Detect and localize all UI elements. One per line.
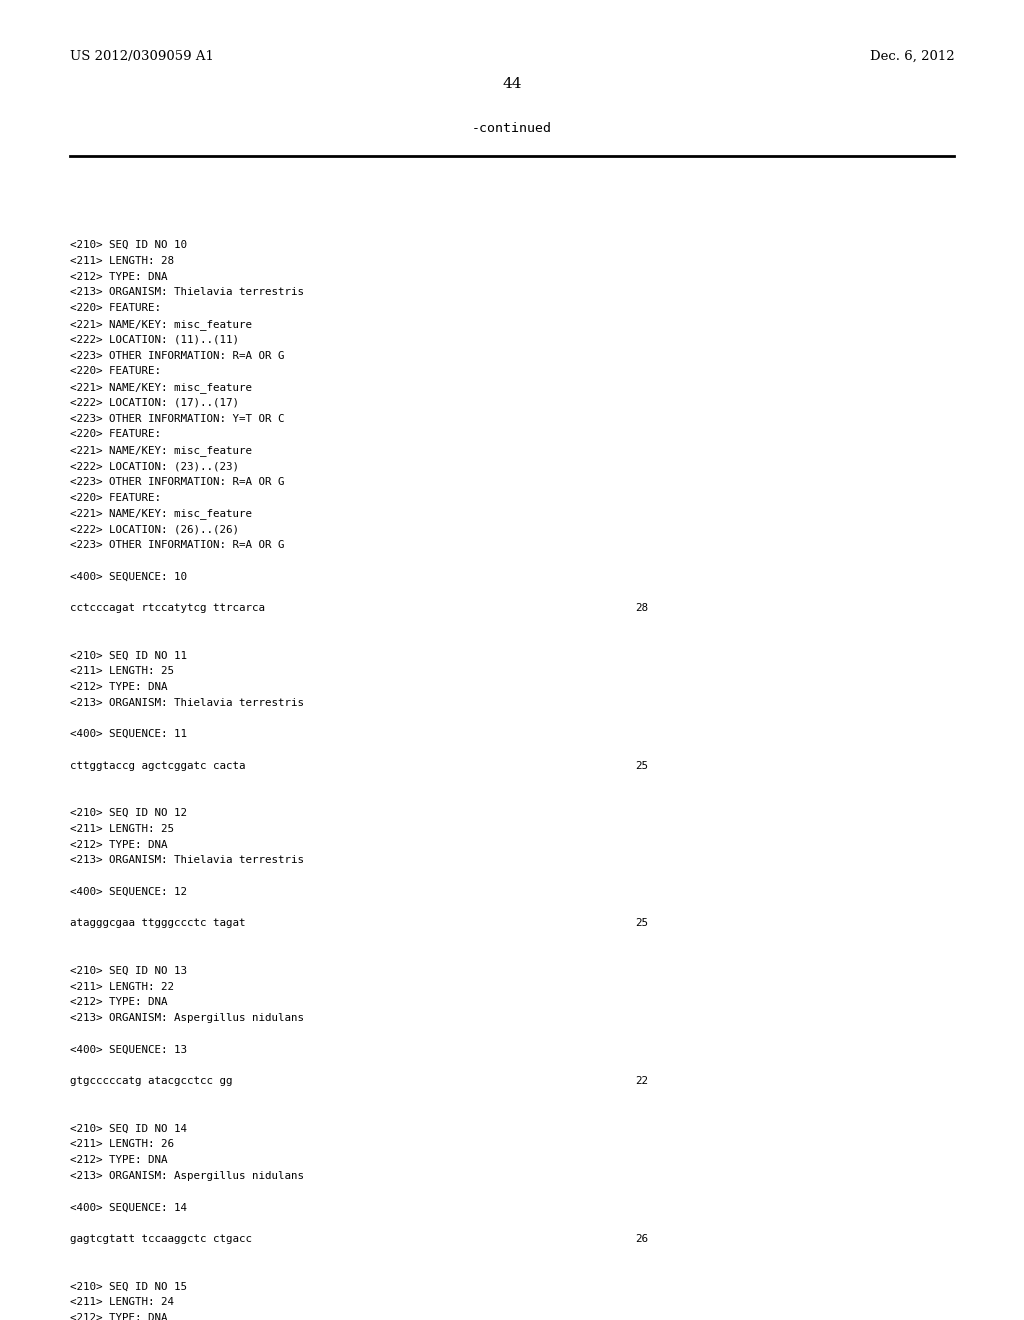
Text: 44: 44 bbox=[502, 77, 522, 91]
Text: <213> ORGANISM: Thielavia terrestris: <213> ORGANISM: Thielavia terrestris bbox=[70, 855, 304, 866]
Text: <220> FEATURE:: <220> FEATURE: bbox=[70, 492, 161, 503]
Text: <210> SEQ ID NO 12: <210> SEQ ID NO 12 bbox=[70, 808, 186, 818]
Text: <223> OTHER INFORMATION: R=A OR G: <223> OTHER INFORMATION: R=A OR G bbox=[70, 351, 284, 360]
Text: <211> LENGTH: 25: <211> LENGTH: 25 bbox=[70, 824, 174, 834]
Text: <213> ORGANISM: Aspergillus nidulans: <213> ORGANISM: Aspergillus nidulans bbox=[70, 1171, 304, 1181]
Text: <221> NAME/KEY: misc_feature: <221> NAME/KEY: misc_feature bbox=[70, 319, 252, 330]
Text: 25: 25 bbox=[635, 919, 648, 928]
Text: <220> FEATURE:: <220> FEATURE: bbox=[70, 367, 161, 376]
Text: <222> LOCATION: (23)..(23): <222> LOCATION: (23)..(23) bbox=[70, 461, 239, 471]
Text: <223> OTHER INFORMATION: R=A OR G: <223> OTHER INFORMATION: R=A OR G bbox=[70, 540, 284, 550]
Text: atagggcgaa ttgggccctc tagat: atagggcgaa ttgggccctc tagat bbox=[70, 919, 245, 928]
Text: <210> SEQ ID NO 15: <210> SEQ ID NO 15 bbox=[70, 1282, 186, 1291]
Text: 25: 25 bbox=[635, 760, 648, 771]
Text: <211> LENGTH: 22: <211> LENGTH: 22 bbox=[70, 982, 174, 991]
Text: <212> TYPE: DNA: <212> TYPE: DNA bbox=[70, 682, 167, 692]
Text: <222> LOCATION: (17)..(17): <222> LOCATION: (17)..(17) bbox=[70, 397, 239, 408]
Text: <221> NAME/KEY: misc_feature: <221> NAME/KEY: misc_feature bbox=[70, 508, 252, 519]
Text: -continued: -continued bbox=[472, 121, 552, 135]
Text: <400> SEQUENCE: 14: <400> SEQUENCE: 14 bbox=[70, 1203, 186, 1212]
Text: <221> NAME/KEY: misc_feature: <221> NAME/KEY: misc_feature bbox=[70, 445, 252, 457]
Text: <400> SEQUENCE: 10: <400> SEQUENCE: 10 bbox=[70, 572, 186, 581]
Text: gagtcgtatt tccaaggctc ctgacc: gagtcgtatt tccaaggctc ctgacc bbox=[70, 1234, 252, 1243]
Text: <400> SEQUENCE: 11: <400> SEQUENCE: 11 bbox=[70, 729, 186, 739]
Text: cctcccagat rtccatytcg ttrcarca: cctcccagat rtccatytcg ttrcarca bbox=[70, 603, 264, 612]
Text: <221> NAME/KEY: misc_feature: <221> NAME/KEY: misc_feature bbox=[70, 383, 252, 393]
Text: US 2012/0309059 A1: US 2012/0309059 A1 bbox=[70, 50, 214, 63]
Text: <211> LENGTH: 28: <211> LENGTH: 28 bbox=[70, 256, 174, 265]
Text: <222> LOCATION: (26)..(26): <222> LOCATION: (26)..(26) bbox=[70, 524, 239, 535]
Text: gtgcccccatg atacgcctcc gg: gtgcccccatg atacgcctcc gg bbox=[70, 1076, 232, 1086]
Text: <400> SEQUENCE: 13: <400> SEQUENCE: 13 bbox=[70, 1044, 186, 1055]
Text: 22: 22 bbox=[635, 1076, 648, 1086]
Text: <212> TYPE: DNA: <212> TYPE: DNA bbox=[70, 840, 167, 850]
Text: <210> SEQ ID NO 13: <210> SEQ ID NO 13 bbox=[70, 966, 186, 975]
Text: <212> TYPE: DNA: <212> TYPE: DNA bbox=[70, 272, 167, 281]
Text: <223> OTHER INFORMATION: Y=T OR C: <223> OTHER INFORMATION: Y=T OR C bbox=[70, 413, 284, 424]
Text: <213> ORGANISM: Thielavia terrestris: <213> ORGANISM: Thielavia terrestris bbox=[70, 698, 304, 708]
Text: <213> ORGANISM: Thielavia terrestris: <213> ORGANISM: Thielavia terrestris bbox=[70, 288, 304, 297]
Text: <210> SEQ ID NO 11: <210> SEQ ID NO 11 bbox=[70, 651, 186, 660]
Text: <220> FEATURE:: <220> FEATURE: bbox=[70, 304, 161, 313]
Text: <211> LENGTH: 25: <211> LENGTH: 25 bbox=[70, 667, 174, 676]
Text: <220> FEATURE:: <220> FEATURE: bbox=[70, 429, 161, 440]
Text: <212> TYPE: DNA: <212> TYPE: DNA bbox=[70, 1155, 167, 1166]
Text: cttggtaccg agctcggatc cacta: cttggtaccg agctcggatc cacta bbox=[70, 760, 245, 771]
Text: <210> SEQ ID NO 10: <210> SEQ ID NO 10 bbox=[70, 240, 186, 251]
Text: Dec. 6, 2012: Dec. 6, 2012 bbox=[869, 50, 954, 63]
Text: 28: 28 bbox=[635, 603, 648, 612]
Text: <210> SEQ ID NO 14: <210> SEQ ID NO 14 bbox=[70, 1123, 186, 1134]
Text: <212> TYPE: DNA: <212> TYPE: DNA bbox=[70, 1313, 167, 1320]
Text: <213> ORGANISM: Aspergillus nidulans: <213> ORGANISM: Aspergillus nidulans bbox=[70, 1014, 304, 1023]
Text: <211> LENGTH: 24: <211> LENGTH: 24 bbox=[70, 1298, 174, 1307]
Text: <211> LENGTH: 26: <211> LENGTH: 26 bbox=[70, 1139, 174, 1150]
Text: <222> LOCATION: (11)..(11): <222> LOCATION: (11)..(11) bbox=[70, 335, 239, 345]
Text: 26: 26 bbox=[635, 1234, 648, 1243]
Text: <400> SEQUENCE: 12: <400> SEQUENCE: 12 bbox=[70, 887, 186, 896]
Text: <212> TYPE: DNA: <212> TYPE: DNA bbox=[70, 998, 167, 1007]
Text: <223> OTHER INFORMATION: R=A OR G: <223> OTHER INFORMATION: R=A OR G bbox=[70, 477, 284, 487]
